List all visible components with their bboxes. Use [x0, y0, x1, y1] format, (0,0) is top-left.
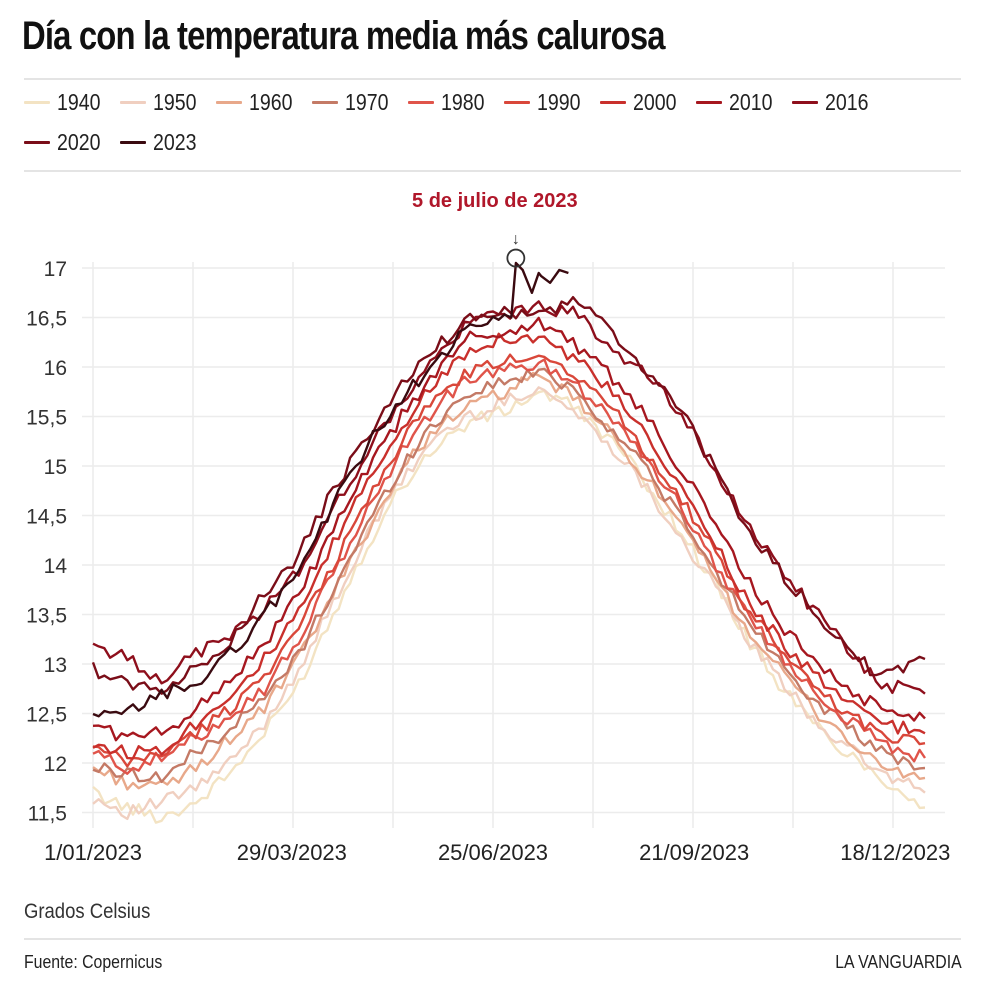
legend-swatch: [24, 140, 50, 144]
chart-title: Día con la temperatura media más caluros…: [22, 14, 666, 58]
legend-swatch: [408, 100, 434, 104]
legend-item-1980[interactable]: 1980: [408, 88, 492, 116]
legend-label: 1970: [345, 88, 389, 115]
y-tick-label: 13: [44, 654, 67, 677]
legend-label: 2023: [153, 128, 197, 155]
series-line-1950[interactable]: [92, 386, 926, 821]
legend-item-2010[interactable]: 2010: [696, 88, 780, 116]
legend-swatch: [504, 100, 530, 104]
legend-label: 1960: [249, 88, 293, 115]
legend-swatch: [792, 100, 818, 104]
legend-swatch: [120, 140, 146, 144]
title-divider: [24, 78, 961, 80]
legend-label: 1950: [153, 88, 197, 115]
series-line-1960[interactable]: [92, 371, 926, 791]
peak-marker: [506, 248, 526, 268]
y-tick-label: 15,5: [26, 407, 67, 430]
y-tick-label: 11,5: [28, 803, 67, 826]
y-tick-label: 12: [44, 753, 67, 776]
y-tick-label: 17: [44, 258, 67, 281]
legend-item-2023[interactable]: 2023: [120, 128, 204, 156]
legend-swatch: [216, 100, 242, 104]
x-tick-label: 1/01/2023: [44, 840, 142, 865]
legend-label: 1940: [57, 88, 101, 115]
legend-item-1940[interactable]: 1940: [24, 88, 108, 116]
legend-swatch: [312, 100, 338, 104]
y-tick-label: 16,5: [26, 308, 67, 331]
legend-divider: [24, 170, 961, 172]
legend-item-1960[interactable]: 1960: [216, 88, 300, 116]
legend-item-1950[interactable]: 1950: [120, 88, 204, 116]
legend-label: 2000: [633, 88, 677, 115]
series-line-2023[interactable]: [92, 261, 569, 718]
legend-item-2020[interactable]: 2020: [24, 128, 108, 156]
legend-swatch: [696, 100, 722, 104]
legend-label: 2010: [729, 88, 773, 115]
annotation-arrow-icon: ↓: [512, 231, 520, 248]
y-tick-label: 13,5: [26, 605, 67, 628]
legend-label: 1980: [441, 88, 485, 115]
brand-label: LA VANGUARDIA: [835, 952, 962, 972]
x-tick-label: 21/09/2023: [639, 840, 749, 865]
legend-item-2016[interactable]: 2016: [792, 88, 876, 116]
y-tick-label: 14,5: [26, 506, 67, 529]
series-line-2010[interactable]: [92, 316, 926, 742]
series-line-1940[interactable]: [92, 389, 926, 824]
series-line-2020[interactable]: [91, 296, 926, 695]
unit-label: Grados Celsius: [24, 900, 151, 923]
series-line-1970[interactable]: [92, 367, 926, 784]
series-line-2016[interactable]: [92, 300, 926, 695]
legend-item-1990[interactable]: 1990: [504, 88, 588, 116]
series-line-1980[interactable]: [92, 358, 926, 775]
gridlines: [82, 262, 945, 828]
legend-label: 2020: [57, 128, 101, 155]
y-tick-label: 16: [44, 357, 67, 380]
y-tick-label: 12,5: [26, 704, 67, 727]
legend-item-2000[interactable]: 2000: [600, 88, 684, 116]
footer-divider: [24, 938, 961, 940]
legend-swatch: [600, 100, 626, 104]
x-tick-label: 25/06/2023: [438, 840, 548, 865]
y-tick-label: 14: [44, 555, 68, 578]
x-tick-label: 29/03/2023: [237, 840, 347, 865]
y-tick-label: 15: [44, 456, 67, 479]
series-line-2000[interactable]: [92, 332, 926, 760]
annotation-label: 5 de julio de 2023: [412, 190, 578, 212]
source-label: Fuente: Copernicus: [24, 952, 163, 972]
x-tick-label: 18/12/2023: [840, 840, 950, 865]
legend-label: 2016: [825, 88, 869, 115]
legend-swatch: [24, 100, 50, 104]
legend-swatch: [120, 100, 146, 104]
series-line-1990[interactable]: [92, 353, 926, 768]
legend-label: 1990: [537, 88, 581, 115]
legend-item-1970[interactable]: 1970: [312, 88, 396, 116]
series-lines: [91, 261, 926, 824]
